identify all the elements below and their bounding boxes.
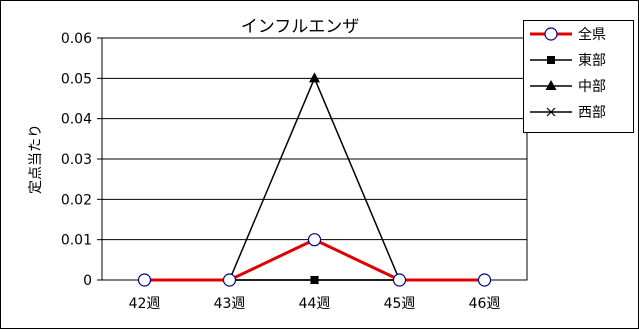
legend-item: 東部 <box>530 53 606 69</box>
y-tick-label: 0 <box>83 273 92 289</box>
data-point <box>309 72 320 83</box>
y-tick-label: 0.06 <box>61 31 92 47</box>
y-tick-label: 0.04 <box>61 112 92 128</box>
legend-item: 西部 <box>530 105 606 121</box>
legend-marker <box>546 107 556 117</box>
chart-title: インフルエンザ <box>241 17 360 37</box>
y-tick-label: 0.01 <box>61 233 92 249</box>
y-axis-ticks: 0 0.01 0.02 0.03 0.04 0.05 0.06 <box>61 31 102 289</box>
legend-box <box>523 20 634 133</box>
legend-marker <box>544 27 558 41</box>
data-point <box>222 273 237 287</box>
legend-item: 中部 <box>530 79 606 95</box>
x-tick-label: 43週 <box>214 296 246 312</box>
legend-item: 全県 <box>530 26 606 43</box>
data-point <box>310 276 319 284</box>
series-1 <box>137 233 492 287</box>
data-point <box>477 273 492 287</box>
y-axis-label: 定点当たり <box>28 124 44 194</box>
x-tick-label: 45週 <box>384 296 416 312</box>
x-tick-label: 46週 <box>469 296 501 312</box>
data-point <box>392 273 407 287</box>
data-point <box>307 233 322 247</box>
legend-label: 中部 <box>578 79 606 95</box>
y-tick-label: 0.02 <box>61 192 92 208</box>
y-tick-label: 0.05 <box>61 71 92 87</box>
x-axis-ticks: 42週 43週 44週 45週 46週 <box>129 296 501 312</box>
legend-label: 東部 <box>578 53 606 69</box>
legend-marker <box>545 80 557 90</box>
data-point <box>137 273 152 287</box>
series-group <box>137 72 492 287</box>
legend-label: 全県 <box>578 26 606 43</box>
legend-marker <box>547 56 555 64</box>
x-tick-label: 44週 <box>299 296 331 312</box>
legend-label: 西部 <box>578 105 606 121</box>
x-tick-label: 42週 <box>129 296 161 312</box>
y-tick-label: 0.03 <box>61 152 92 168</box>
